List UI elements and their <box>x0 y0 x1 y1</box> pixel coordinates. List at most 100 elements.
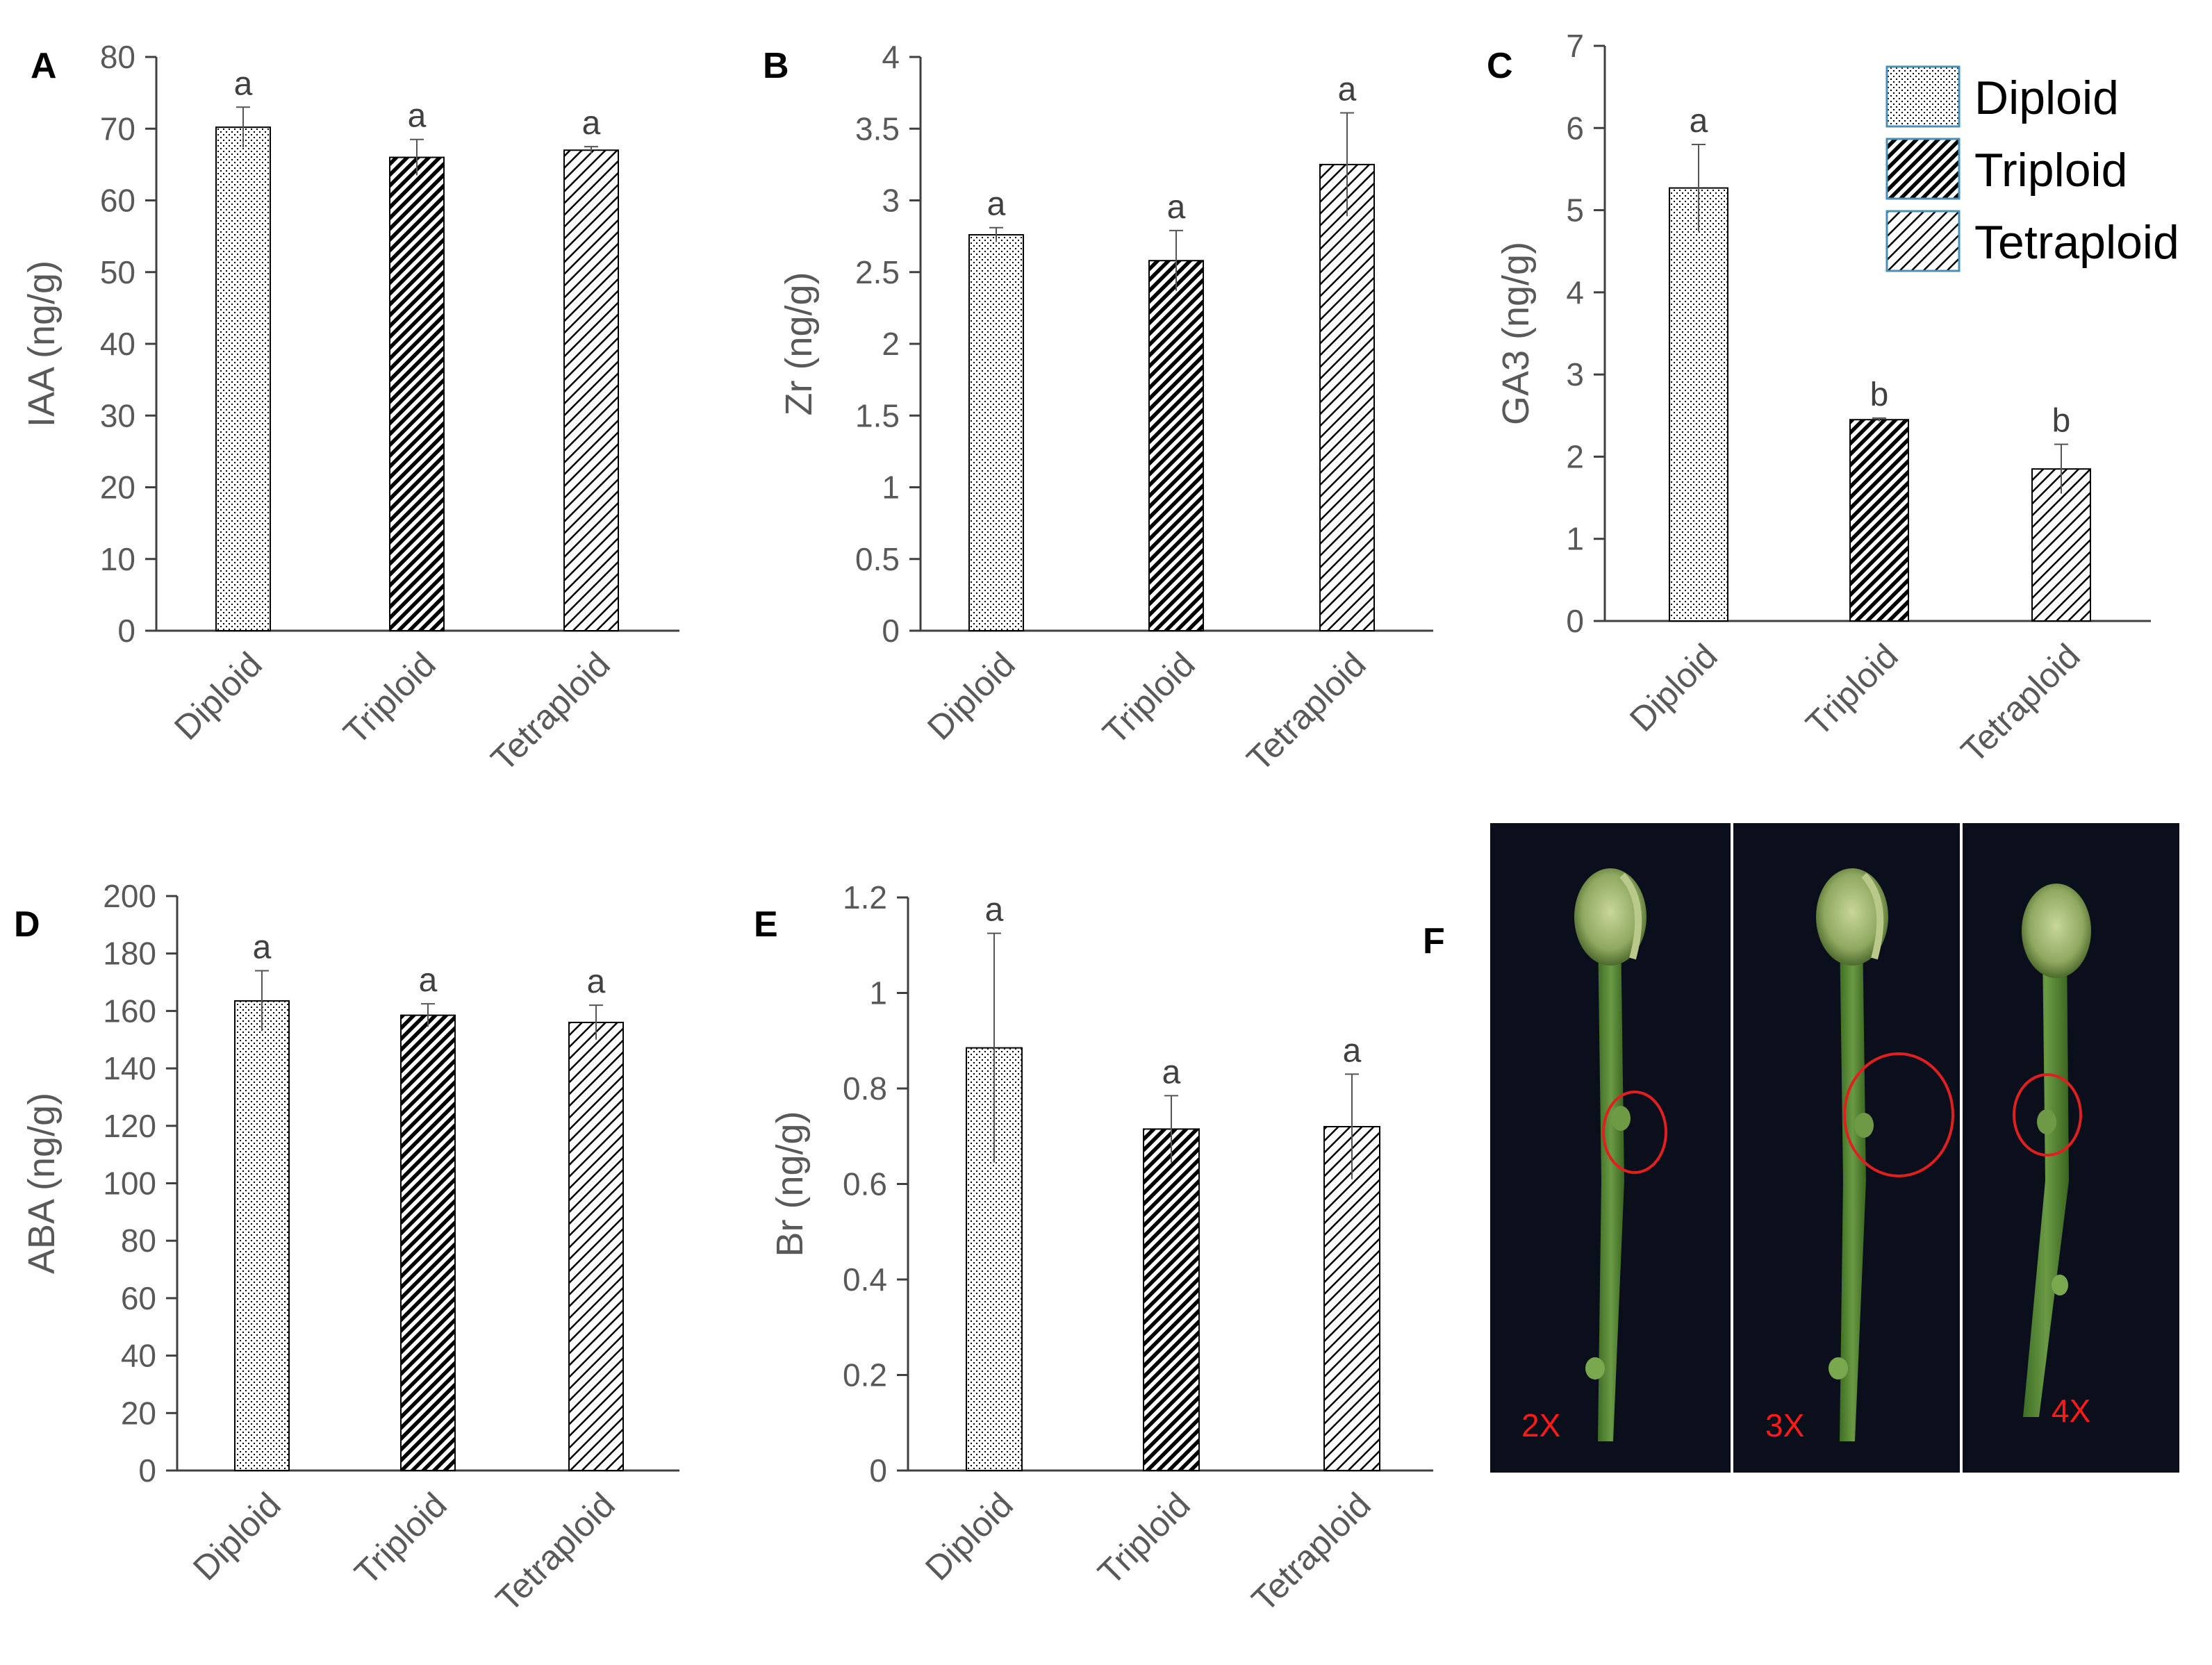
category-label: Triploid <box>1799 636 1906 743</box>
significance-label: a <box>1690 103 1708 140</box>
y-tick-label: 50 <box>100 254 135 290</box>
legend-swatch-diploid <box>1885 65 1961 128</box>
significance-label: a <box>408 98 427 135</box>
y-tick-label: 4 <box>1566 274 1584 310</box>
chart-panel-c: C 0 1 2 3 4 5 6 7 GA3 (ng/g) a Diploid b Triploid b Tet… <box>1487 28 2151 770</box>
y-tick-label: 1.2 <box>843 879 887 916</box>
chart-panel-b: B 0 0.5 1 1.5 2 2.5 3 3.5 4 Zr (ng/g) a Diploid a Trip… <box>763 39 1433 779</box>
legend-label-tetraploid: Tetraploid <box>1974 216 2179 269</box>
y-tick-label: 1 <box>882 470 900 506</box>
panel-letter-a: A <box>31 46 57 86</box>
y-tick-label: 140 <box>103 1050 156 1086</box>
y-tick-label: 180 <box>103 936 156 972</box>
significance-label: a <box>587 963 606 1000</box>
bar-triploid <box>1849 419 1909 622</box>
y-tick-label: 10 <box>100 541 135 577</box>
bar-diploid <box>215 126 271 631</box>
category-label: Diploid <box>167 645 270 747</box>
category-label: Triploid <box>336 645 443 752</box>
y-tick-label: 80 <box>100 39 135 75</box>
y-tick-label: 0.6 <box>843 1166 887 1202</box>
category-label: Diploid <box>918 1485 1021 1588</box>
y-tick-label: 2.5 <box>855 254 900 290</box>
category-label: Tetraploid <box>484 645 618 779</box>
panel-letter-b: B <box>763 46 789 86</box>
plant-shoot-triploid: 3X <box>1765 868 1954 1443</box>
y-axis-title: ABA (ng/g) <box>21 1093 63 1274</box>
y-tick-label: 20 <box>100 470 135 506</box>
highlight-circle <box>2013 1073 2082 1157</box>
y-tick-label: 20 <box>121 1395 156 1431</box>
significance-label: b <box>1870 376 1889 413</box>
photo-label-2x: 2X <box>1521 1407 1560 1443</box>
highlight-circle <box>1843 1052 1954 1177</box>
y-tick-label: 0 <box>138 1452 156 1489</box>
y-axis-title: IAA (ng/g) <box>21 260 63 427</box>
y-tick-label: 60 <box>100 183 135 219</box>
y-tick-label: 5 <box>1566 192 1584 229</box>
legend-swatch-triploid <box>1885 138 1961 200</box>
y-tick-label: 100 <box>103 1166 156 1202</box>
y-tick-label: 1 <box>869 975 887 1011</box>
y-tick-label: 0 <box>869 1452 887 1489</box>
significance-label: a <box>1338 72 1357 108</box>
y-tick-label: 2 <box>882 326 900 362</box>
y-tick-label: 40 <box>100 326 135 362</box>
plant-shoot-tetraploid: 4X <box>2013 884 2091 1429</box>
significance-label: a <box>419 962 438 999</box>
bar-triploid <box>400 1014 456 1472</box>
y-tick-label: 6 <box>1566 110 1584 146</box>
significance-label: a <box>253 929 272 966</box>
category-label: Diploid <box>1622 636 1725 739</box>
y-tick-label: 70 <box>100 110 135 147</box>
category-label: Triploid <box>347 1485 454 1592</box>
panel-letter-d: D <box>14 904 40 945</box>
legend-swatch-tetraploid <box>1885 210 1961 272</box>
y-tick-label: 1.5 <box>855 397 900 433</box>
y-tick-label: 120 <box>103 1108 156 1144</box>
bar-diploid <box>968 234 1024 631</box>
legend-label-diploid: Diploid <box>1974 72 2119 124</box>
y-tick-label: 2 <box>1566 438 1584 474</box>
category-label: Diploid <box>185 1485 288 1588</box>
panel-letter-e: E <box>754 904 778 945</box>
y-tick-label: 3 <box>882 183 900 219</box>
significance-label: b <box>2052 403 2071 440</box>
photo-panel: F 2X 3X 4X <box>1423 823 2179 1473</box>
y-axis-title: Zr (ng/g) <box>778 272 820 415</box>
significance-label: a <box>985 892 1004 929</box>
y-tick-label: 160 <box>103 993 156 1029</box>
category-label: Tetraploid <box>488 1485 622 1619</box>
category-label: Triploid <box>1091 1485 1198 1592</box>
bar-tetraploid <box>2031 468 2091 622</box>
significance-label: a <box>987 186 1006 223</box>
y-tick-label: 200 <box>103 878 156 914</box>
y-tick-label: 60 <box>121 1280 156 1316</box>
legend-label-triploid: Triploid <box>1974 144 2127 197</box>
bar-tetraploid <box>568 1021 624 1471</box>
bar-triploid <box>389 156 445 632</box>
y-tick-label: 4 <box>882 39 900 75</box>
panel-letter-c: C <box>1487 46 1513 86</box>
y-axis-title: GA3 (ng/g) <box>1495 242 1537 425</box>
bar-tetraploid <box>563 149 619 632</box>
significance-label: a <box>234 65 253 102</box>
significance-label: a <box>1343 1032 1362 1069</box>
significance-label: a <box>1167 189 1186 226</box>
highlight-circle <box>1602 1091 1667 1174</box>
chart-panel-d: D 0 20 40 60 80 100 120 140 160 180 200 ABA (ng/g) a D… <box>14 878 679 1619</box>
category-label: Triploid <box>1096 645 1203 752</box>
y-tick-label: 7 <box>1566 28 1584 64</box>
y-tick-label: 0.8 <box>843 1070 887 1107</box>
category-label: Tetraploid <box>1954 636 2088 770</box>
bar-triploid <box>1143 1128 1200 1471</box>
y-tick-label: 1 <box>1566 521 1584 557</box>
bar-triploid <box>1148 260 1204 632</box>
chart-panel-e: E 0 0.2 0.4 0.6 0.8 1 1.2 Br (ng/g) a Diploid a Trip… <box>754 879 1433 1619</box>
y-axis-title: Br (ng/g) <box>769 1111 811 1257</box>
legend: Diploid Triploid Tetraploid <box>1885 65 2179 272</box>
y-tick-label: 0 <box>1566 603 1584 639</box>
bar-tetraploid <box>1319 163 1375 631</box>
y-tick-label: 3 <box>1566 356 1584 392</box>
